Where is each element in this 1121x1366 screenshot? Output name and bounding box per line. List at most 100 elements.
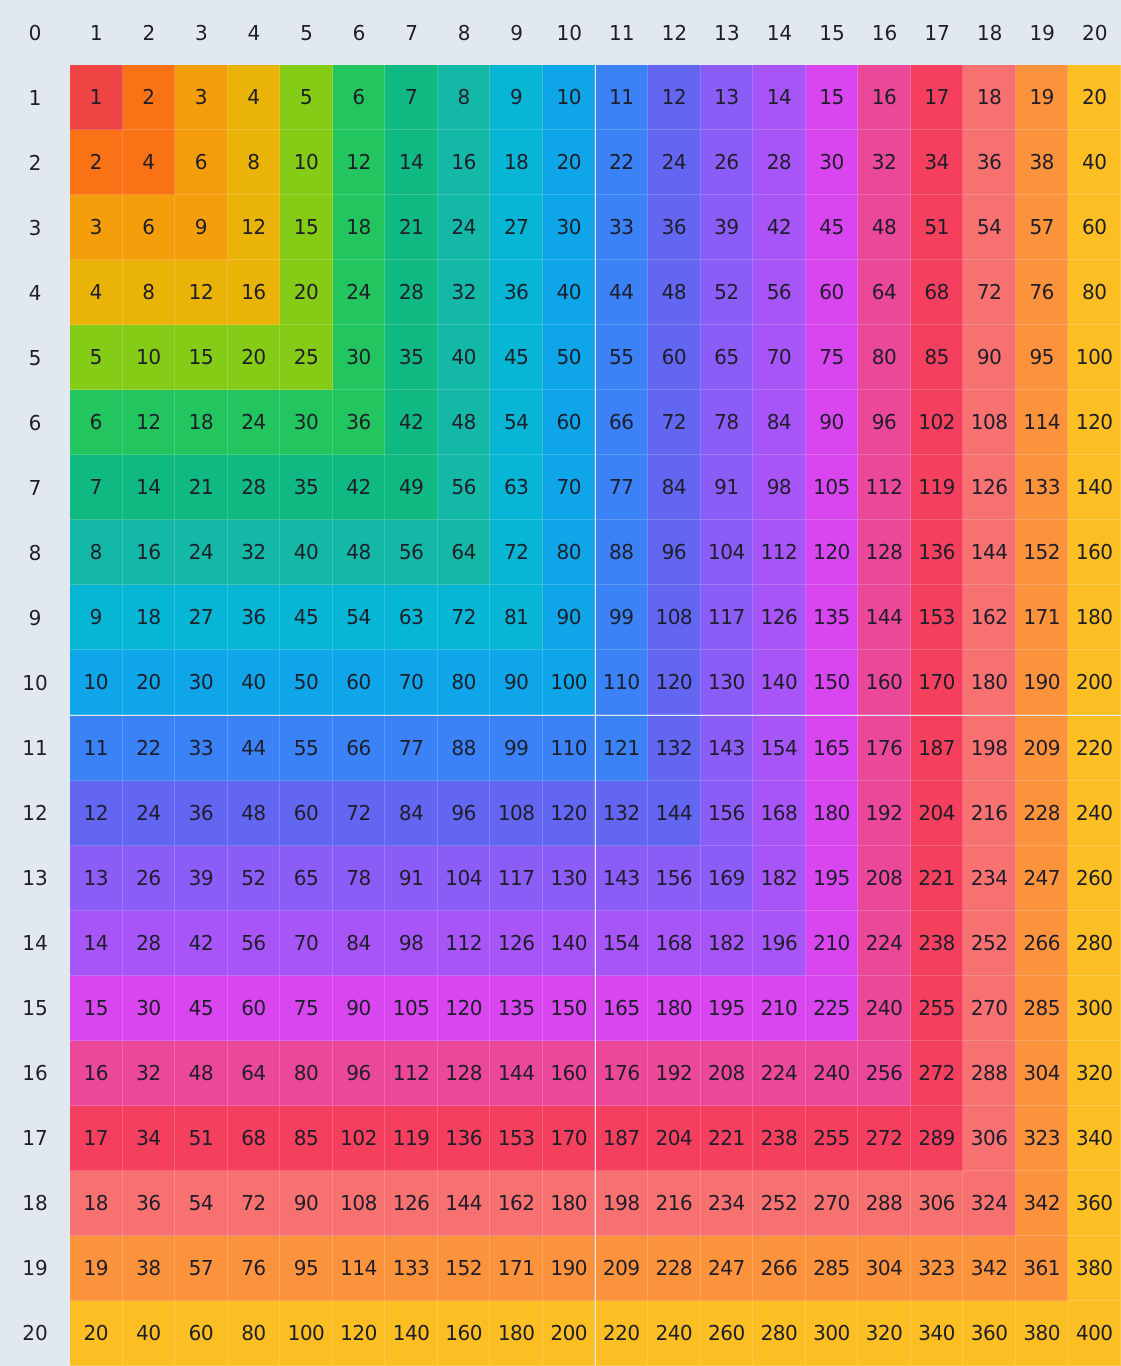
product-cell: 156 [700, 780, 754, 846]
product-cell: 22 [122, 715, 176, 781]
product-cell: 12 [175, 260, 228, 326]
product-cell: 6 [175, 130, 228, 196]
product-cell: 323 [910, 1235, 964, 1301]
product-cell: 78 [700, 390, 754, 456]
product-cell: 154 [595, 910, 649, 976]
product-cell: 208 [858, 845, 911, 911]
product-cell: 300 [1068, 975, 1121, 1041]
product-cell: 255 [910, 975, 964, 1041]
product-cell: 21 [385, 195, 438, 261]
product-cell: 225 [805, 975, 859, 1041]
product-cell: 360 [1068, 1170, 1121, 1236]
product-cell: 98 [753, 455, 806, 521]
product-cell: 11 [595, 65, 649, 131]
product-cell: 13 [700, 65, 754, 131]
column-header: 7 [405, 20, 418, 45]
product-cell: 196 [753, 910, 806, 976]
product-cell: 36 [332, 390, 386, 456]
product-cell: 105 [805, 455, 859, 521]
product-cell: 24 [227, 390, 281, 456]
product-cell: 3 [175, 65, 228, 131]
row-header: 9 [28, 605, 42, 630]
product-cell: 17 [910, 65, 964, 131]
product-cell: 20 [122, 650, 176, 716]
column-header: 16 [871, 20, 898, 45]
product-cell: 16 [437, 130, 491, 196]
product-cell: 209 [1015, 715, 1069, 781]
product-cell: 240 [1068, 780, 1121, 846]
product-cell: 154 [753, 715, 806, 781]
product-cell: 96 [437, 780, 491, 846]
product-cell: 42 [753, 195, 806, 261]
row-header: 8 [28, 540, 42, 565]
product-cell: 95 [280, 1235, 333, 1301]
row-header: 2 [28, 150, 42, 175]
product-cell: 95 [1015, 325, 1069, 391]
product-cell: 9 [490, 65, 543, 131]
product-cell: 168 [753, 780, 806, 846]
product-cell: 342 [1015, 1170, 1069, 1236]
product-cell: 72 [227, 1170, 281, 1236]
product-cell: 108 [648, 585, 701, 651]
product-cell: 45 [280, 585, 333, 651]
product-cell: 84 [385, 780, 438, 846]
product-cell: 70 [542, 455, 596, 521]
product-cell: 144 [490, 1040, 543, 1106]
product-cell: 112 [753, 520, 806, 586]
product-cell: 120 [437, 975, 491, 1041]
product-cell: 210 [805, 910, 859, 976]
product-cell: 42 [385, 390, 438, 456]
product-cell: 200 [1068, 650, 1121, 716]
product-cell: 28 [385, 260, 438, 326]
product-cell: 19 [70, 1235, 123, 1301]
product-cell: 90 [332, 975, 386, 1041]
product-cell: 56 [437, 455, 491, 521]
product-cell: 80 [542, 520, 596, 586]
product-cell: 228 [648, 1235, 701, 1301]
product-cell: 15 [280, 195, 333, 261]
product-cell: 102 [332, 1105, 386, 1171]
product-cell: 238 [910, 910, 964, 976]
product-cell: 180 [1068, 585, 1121, 651]
product-cell: 112 [858, 455, 911, 521]
product-cell: 130 [700, 650, 754, 716]
product-cell: 160 [437, 1300, 491, 1366]
product-cell: 304 [858, 1235, 911, 1301]
product-cell: 12 [227, 195, 281, 261]
column-header: 2 [142, 20, 156, 45]
product-cell: 247 [1015, 845, 1069, 911]
product-cell: 270 [963, 975, 1016, 1041]
product-cell: 266 [1015, 910, 1069, 976]
product-cell: 49 [385, 455, 438, 521]
product-cell: 26 [700, 130, 754, 196]
product-cell: 165 [595, 975, 649, 1041]
product-cell: 54 [175, 1170, 228, 1236]
column-header: 15 [819, 20, 845, 45]
column-header: 3 [195, 20, 208, 45]
product-cell: 24 [437, 195, 491, 261]
product-cell: 30 [280, 390, 333, 456]
product-cell: 216 [963, 780, 1016, 846]
product-cell: 156 [648, 845, 701, 911]
product-cell: 64 [437, 520, 491, 586]
product-cell: 171 [490, 1235, 543, 1301]
product-cell: 121 [595, 715, 649, 781]
product-cell: 96 [858, 390, 911, 456]
product-cell: 187 [910, 715, 964, 781]
row-header: 5 [28, 345, 42, 370]
product-cell: 19 [1015, 65, 1069, 131]
column-header: 1 [89, 20, 103, 45]
product-cell: 255 [805, 1105, 859, 1171]
product-cell: 90 [490, 650, 543, 716]
product-cell: 152 [1015, 520, 1069, 586]
product-cell: 77 [595, 455, 649, 521]
product-cell: 17 [70, 1105, 123, 1171]
product-cell: 170 [542, 1105, 596, 1171]
product-cell: 221 [700, 1105, 754, 1171]
product-cell: 150 [542, 975, 596, 1041]
product-cell: 42 [175, 910, 228, 976]
product-cell: 182 [700, 910, 754, 976]
product-cell: 120 [1068, 390, 1121, 456]
product-cell: 270 [805, 1170, 859, 1236]
